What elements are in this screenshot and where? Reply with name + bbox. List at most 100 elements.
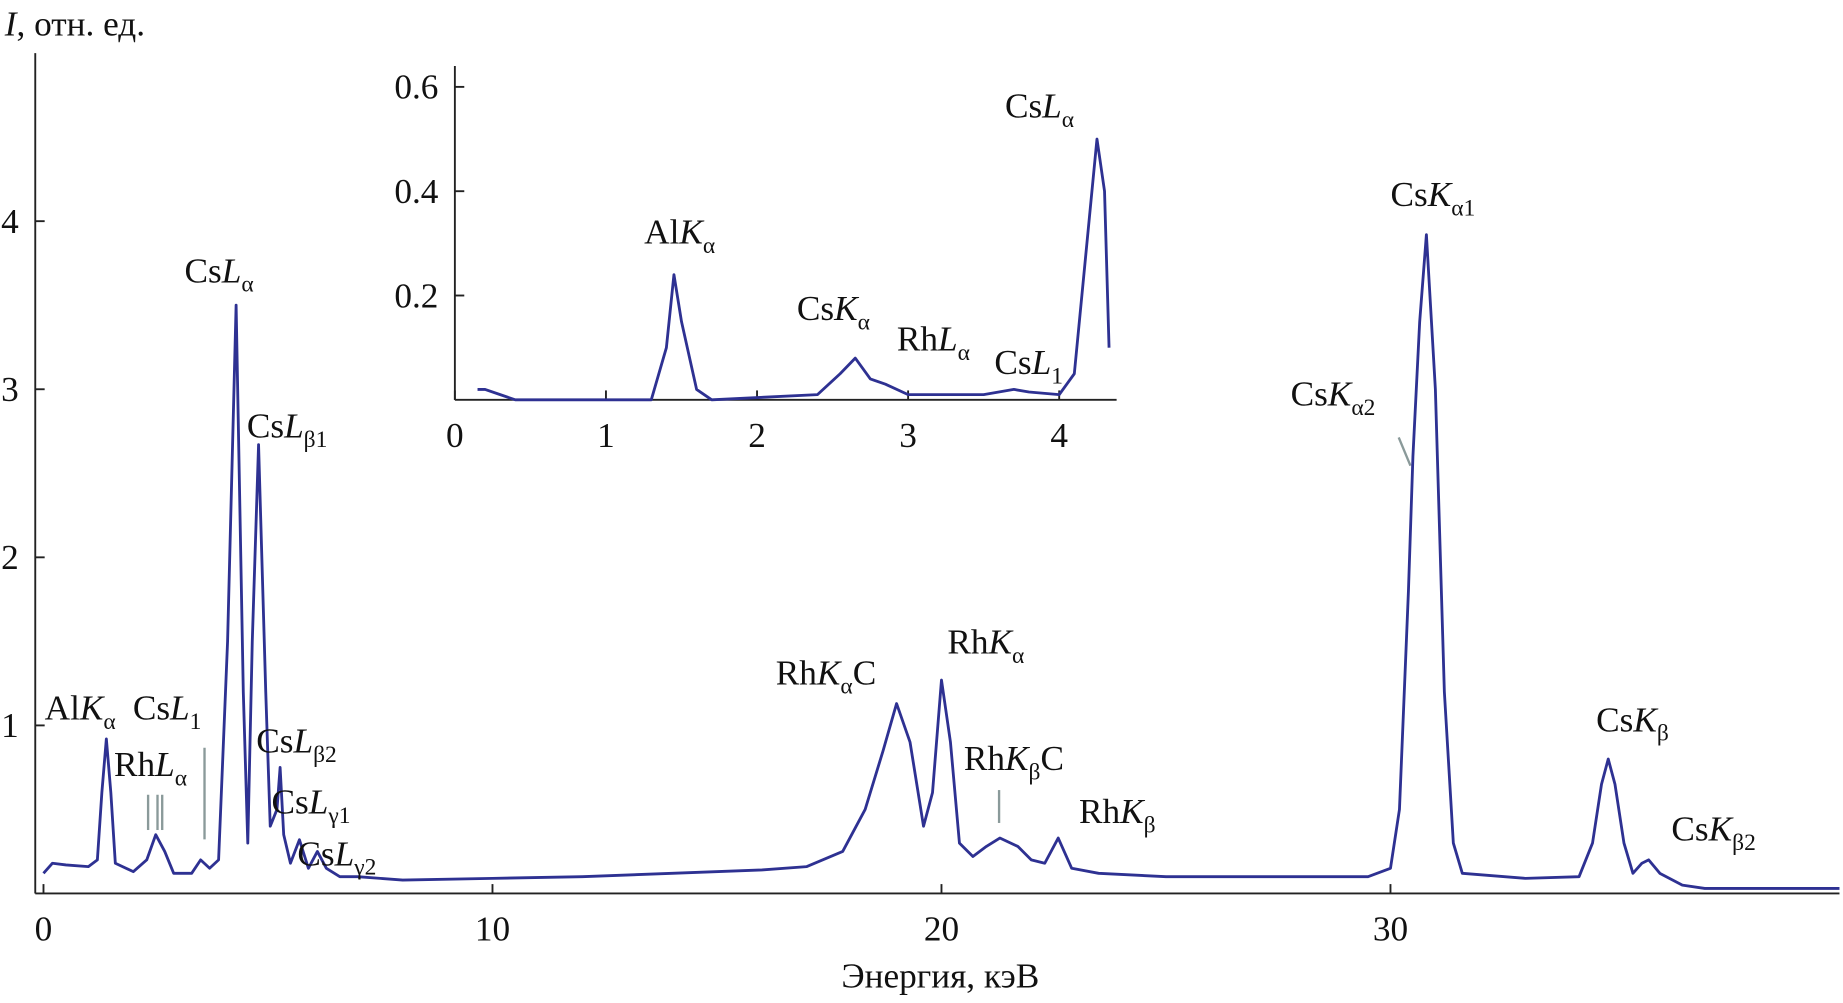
- peak-label-part: Rh: [1079, 792, 1121, 831]
- y-tick-label: 2: [1, 538, 19, 577]
- peak-label-part: C: [853, 653, 877, 692]
- peak-label-part: β1: [304, 427, 328, 453]
- peak-label-part: α2: [1351, 395, 1375, 421]
- peak-label-part: α: [858, 309, 870, 335]
- peak-label-part: α: [241, 272, 253, 298]
- peak-label: CsL1: [994, 343, 1063, 389]
- peak-label-part: Cs: [297, 834, 334, 873]
- peak-label-part: β: [1657, 721, 1669, 747]
- peak-label-part: α: [103, 709, 115, 735]
- peak-label-part: K: [816, 653, 843, 692]
- y-label-part: I: [4, 4, 19, 43]
- peak-label-part: Rh: [897, 319, 939, 358]
- y-tick-label: 1: [1, 706, 19, 745]
- peak-label-part: Cs: [1291, 375, 1328, 414]
- peak-label: CsLγ2: [297, 834, 376, 880]
- peak-label-part: L: [221, 251, 242, 290]
- peak-label-part: α: [840, 674, 852, 700]
- y-label-part: , отн. ед.: [16, 4, 145, 43]
- x-tick-label: 30: [1373, 910, 1408, 949]
- peak-label-part: Cs: [1005, 87, 1042, 126]
- peak-label: CsLα: [1005, 87, 1074, 133]
- peak-label-part: β2: [313, 742, 337, 768]
- peak-label-part: L: [1031, 343, 1052, 382]
- peak-label: CsLβ1: [247, 406, 328, 452]
- peak-label-part: Rh: [964, 739, 1006, 778]
- y-tick-label: 3: [1, 370, 19, 409]
- peak-label-part: L: [1041, 87, 1062, 126]
- peak-label-part: Cs: [133, 689, 170, 728]
- peak-label: RhKβC: [964, 739, 1064, 785]
- peak-label-part: K: [1427, 175, 1454, 214]
- peak-label-part: L: [334, 834, 355, 873]
- x-tick-label: 10: [475, 910, 510, 949]
- y-tick-label: 0.6: [394, 68, 438, 107]
- peak-label: CsLα: [185, 251, 254, 297]
- peak-label-part: α: [958, 340, 970, 366]
- peak-label-part: α: [1012, 643, 1024, 669]
- peak-label-part: Cs: [247, 406, 284, 445]
- x-tick-label: 0: [35, 910, 53, 949]
- peak-label-part: β: [1028, 759, 1040, 785]
- y-tick-label: 0.4: [394, 172, 438, 211]
- peak-label-part: α: [175, 765, 187, 791]
- peak-label-part: γ2: [353, 855, 376, 881]
- peak-label-part: K: [1119, 792, 1146, 831]
- peak-label-part: Rh: [114, 745, 156, 784]
- x-tick-label: 20: [924, 910, 959, 949]
- peak-label: CsLγ1: [272, 783, 351, 829]
- peak-label: CsKβ: [1596, 700, 1669, 746]
- peak-label-part: K: [1632, 700, 1659, 739]
- peak-label-part: 1: [190, 709, 202, 735]
- peak-label-part: K: [1327, 375, 1354, 414]
- x-tick-label: 4: [1050, 416, 1068, 455]
- peak-label-part: Cs: [1596, 700, 1633, 739]
- y-tick-label: 0.2: [394, 276, 438, 315]
- peak-label-part: K: [79, 689, 106, 728]
- marker: [1397, 436, 1412, 467]
- peak-label: CsLβ2: [256, 721, 337, 767]
- peak-label-part: Cs: [272, 783, 309, 822]
- peak-label-part: L: [169, 689, 190, 728]
- peak-label-part: β: [1144, 812, 1156, 838]
- peak-label-part: α: [1062, 107, 1074, 133]
- peak-label: CsKα2: [1291, 375, 1376, 421]
- peak-label-part: α1: [1451, 195, 1475, 221]
- peak-label: RhKβ: [1079, 792, 1156, 838]
- peak-label-part: K: [833, 289, 860, 328]
- peak-label-part: Cs: [994, 343, 1031, 382]
- peak-label: CsKβ2: [1671, 810, 1755, 856]
- peak-label-part: K: [678, 213, 705, 252]
- peak-label-part: Cs: [797, 289, 834, 328]
- peak-label-part: Al: [45, 689, 80, 728]
- marker-lines: [146, 436, 1412, 840]
- peak-label-part: Cs: [185, 251, 222, 290]
- peak-label-part: Cs: [256, 721, 293, 760]
- peak-label-part: L: [308, 783, 329, 822]
- x-tick-label: 1: [597, 416, 615, 455]
- x-tick-label: 3: [899, 416, 917, 455]
- spectrum-line: [477, 137, 1111, 402]
- peak-label-part: K: [987, 623, 1014, 662]
- peak-label-part: γ1: [327, 803, 350, 829]
- peak-label: CsL1: [133, 689, 202, 735]
- x-tick-label: 2: [748, 416, 766, 455]
- y-axis-label: I, отн. ед.: [4, 4, 145, 43]
- x-tick-label: 0: [446, 416, 464, 455]
- peak-label-part: Al: [644, 213, 679, 252]
- peak-label: AlKα: [45, 689, 116, 735]
- peak-label-part: Rh: [947, 623, 989, 662]
- peak-label-part: α: [703, 233, 715, 259]
- peak-label-part: K: [1004, 739, 1031, 778]
- peak-label-part: L: [283, 406, 304, 445]
- peak-label: RhKαC: [776, 653, 876, 699]
- peak-label-part: C: [1040, 739, 1064, 778]
- peak-label-part: K: [1708, 810, 1735, 849]
- peak-label-part: L: [292, 721, 313, 760]
- peak-label-part: L: [937, 319, 958, 358]
- peak-label: CsKα: [797, 289, 870, 335]
- y-tick-label: 4: [1, 202, 19, 241]
- peak-label: RhKα: [947, 623, 1024, 669]
- peak-label: CsKα1: [1390, 175, 1475, 221]
